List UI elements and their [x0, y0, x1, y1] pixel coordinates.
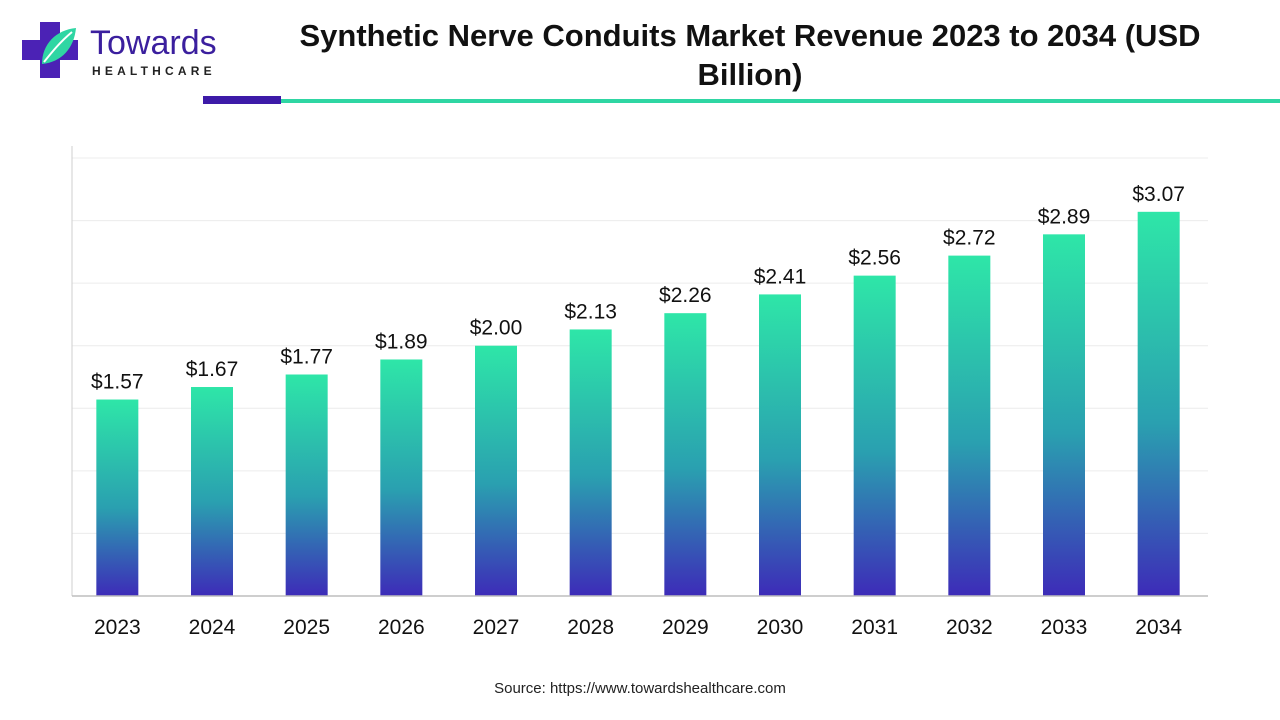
data-label: $2.41	[754, 265, 807, 288]
gridlines	[72, 157, 1208, 534]
source-note: Source: https://www.towardshealthcare.co…	[494, 680, 786, 697]
x-tick-label: 2027	[473, 616, 520, 639]
data-label: $1.77	[280, 345, 333, 368]
data-label: $2.00	[470, 317, 523, 340]
bar	[569, 329, 612, 596]
x-tick-label: 2032	[946, 616, 993, 639]
x-tick-label: 2025	[283, 616, 330, 639]
bar	[664, 313, 707, 596]
chart-title: Synthetic Nerve Conduits Market Revenue …	[299, 18, 1201, 92]
bar	[948, 255, 991, 596]
x-tick-label: 2033	[1041, 616, 1088, 639]
x-tick-label: 2030	[757, 616, 804, 639]
data-label: $2.89	[1038, 205, 1091, 228]
x-tick-label: 2028	[567, 616, 614, 639]
title-underline-accent	[203, 96, 281, 104]
x-tick-label: 2031	[851, 616, 898, 639]
bars	[96, 211, 1180, 596]
data-label: $2.13	[564, 300, 617, 323]
data-label: $1.89	[375, 330, 428, 353]
x-axis-ticks: 2023 2024 2025 2026 2027 2028 2029 2030 2031 2032…	[94, 616, 1182, 639]
data-label: $2.72	[943, 227, 996, 250]
x-tick-label: 2026	[378, 616, 425, 639]
x-tick-label: 2023	[94, 616, 141, 639]
x-tick-label: 2029	[662, 616, 709, 639]
brand-name: Towards	[90, 24, 217, 62]
data-label: $1.57	[91, 371, 144, 394]
data-labels: $1.57 $1.67 $1.77 $1.89 $2.00 $2.13 $2.26 $2.41…	[91, 183, 1185, 394]
x-tick-label: 2024	[189, 616, 236, 639]
bar	[285, 374, 328, 596]
bar-chart: $1.57 $1.67 $1.77 $1.89 $2.00 $2.13 $2.26 $2.41…	[71, 146, 1208, 639]
data-label: $1.67	[186, 358, 239, 381]
bar	[1043, 234, 1085, 596]
bar	[1137, 211, 1180, 596]
bar	[96, 399, 139, 596]
bar	[475, 345, 517, 596]
data-label: $2.56	[848, 247, 901, 270]
medical-cross-leaf-icon	[22, 22, 78, 78]
brand-logo: Towards HEALTHCARE	[20, 18, 240, 82]
bar	[759, 294, 801, 596]
data-label: $2.26	[659, 284, 712, 307]
bar	[191, 387, 233, 596]
title-underline	[281, 99, 1280, 103]
brand-subtitle: HEALTHCARE	[92, 64, 216, 78]
bar	[853, 275, 896, 596]
bar	[380, 359, 423, 596]
x-tick-label: 2034	[1135, 616, 1182, 639]
data-label: $3.07	[1132, 183, 1185, 206]
